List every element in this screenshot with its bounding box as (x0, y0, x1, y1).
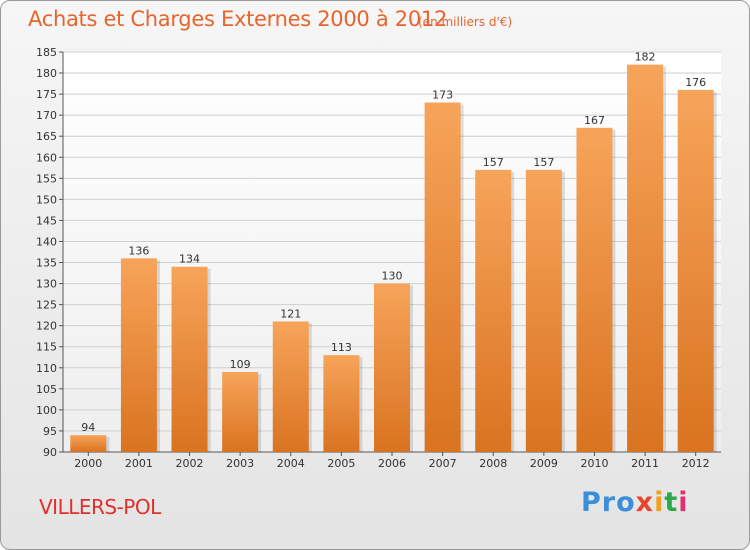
y-tick-label: 115 (36, 341, 57, 354)
bar (627, 64, 664, 452)
data-labels: 94 136 134 109 121 113 130 173 157 157 167 182 176 (81, 51, 706, 435)
y-tick-label: 130 (36, 278, 57, 291)
y-tick-label: 175 (36, 88, 57, 101)
bar (222, 372, 259, 452)
y-tick-label: 165 (36, 130, 57, 143)
y-tick-label: 120 (36, 320, 57, 333)
proxiti-logo: Proxiti (581, 487, 689, 518)
x-tick-label: 2004 (277, 457, 305, 470)
y-tick-label: 145 (36, 214, 57, 227)
bar-value-label: 94 (81, 421, 95, 434)
bar (171, 266, 208, 452)
bar-value-label: 109 (230, 358, 251, 371)
x-tick-label: 2006 (378, 457, 406, 470)
x-tick-label: 2009 (530, 457, 558, 470)
x-tick-label: 2005 (327, 457, 355, 470)
bar (677, 89, 714, 452)
bar (475, 169, 512, 453)
y-tick-label: 140 (36, 235, 57, 248)
y-tick-label: 150 (36, 193, 57, 206)
y-tick-label: 155 (36, 172, 57, 185)
bars (70, 64, 717, 453)
bar (525, 169, 562, 453)
chart-subtitle: (en milliers d'€) (418, 15, 513, 29)
commune-name: VILLERS-POL (39, 495, 161, 519)
logo-part: i (654, 487, 665, 518)
x-tick-label: 2007 (429, 457, 457, 470)
x-axis: 2000 2001 2002 2003 2004 2005 2006 2007 2008 2009… (63, 451, 721, 470)
x-tick-label: 2012 (682, 457, 710, 470)
chart-title: Achats et Charges Externes 2000 à 2012 (28, 7, 448, 31)
x-tick-label: 2010 (580, 457, 608, 470)
logo-part: i (678, 487, 689, 518)
y-tick-label: 185 (36, 46, 57, 59)
x-tick-label: 2001 (125, 457, 153, 470)
bar (120, 258, 157, 452)
y-tick-label: 100 (36, 404, 57, 417)
x-tick-label: 2008 (479, 457, 507, 470)
bar (70, 435, 107, 452)
y-tick-label: 110 (36, 362, 57, 375)
bar (374, 283, 410, 452)
bar (424, 102, 461, 453)
y-axis: 90 95 100 105 110 115 120 125 130 135 140 145 150 155… (36, 46, 64, 459)
x-tick-label: 2003 (226, 457, 254, 470)
y-tick-label: 105 (36, 383, 57, 396)
bar-value-label: 130 (382, 270, 403, 283)
bar-value-label: 176 (685, 76, 706, 89)
y-tick-label: 95 (43, 425, 57, 438)
bar-value-label: 173 (432, 89, 453, 102)
bar-value-label: 182 (635, 51, 656, 64)
x-tick-label: 2011 (631, 457, 659, 470)
y-tick-label: 180 (36, 67, 57, 80)
x-tick-label: 2000 (74, 457, 102, 470)
bar-value-label: 157 (483, 156, 504, 169)
logo-part: Pro (581, 487, 636, 518)
bar-value-label: 136 (128, 244, 149, 257)
bar (272, 321, 309, 452)
logo-part: x (635, 487, 655, 518)
bar (576, 127, 613, 452)
bar (323, 355, 360, 452)
y-tick-label: 125 (36, 299, 57, 312)
bar-value-label: 113 (331, 341, 352, 354)
bar-value-label: 134 (179, 253, 200, 266)
y-tick-label: 170 (36, 109, 57, 122)
x-tick-label: 2002 (176, 457, 204, 470)
logo-part: t (664, 487, 679, 518)
y-tick-label: 160 (36, 151, 57, 164)
bar-value-label: 121 (280, 307, 301, 320)
y-tick-label: 135 (36, 257, 57, 270)
bar-value-label: 157 (533, 156, 554, 169)
y-tick-label: 90 (43, 446, 57, 459)
bar-value-label: 167 (584, 114, 605, 127)
